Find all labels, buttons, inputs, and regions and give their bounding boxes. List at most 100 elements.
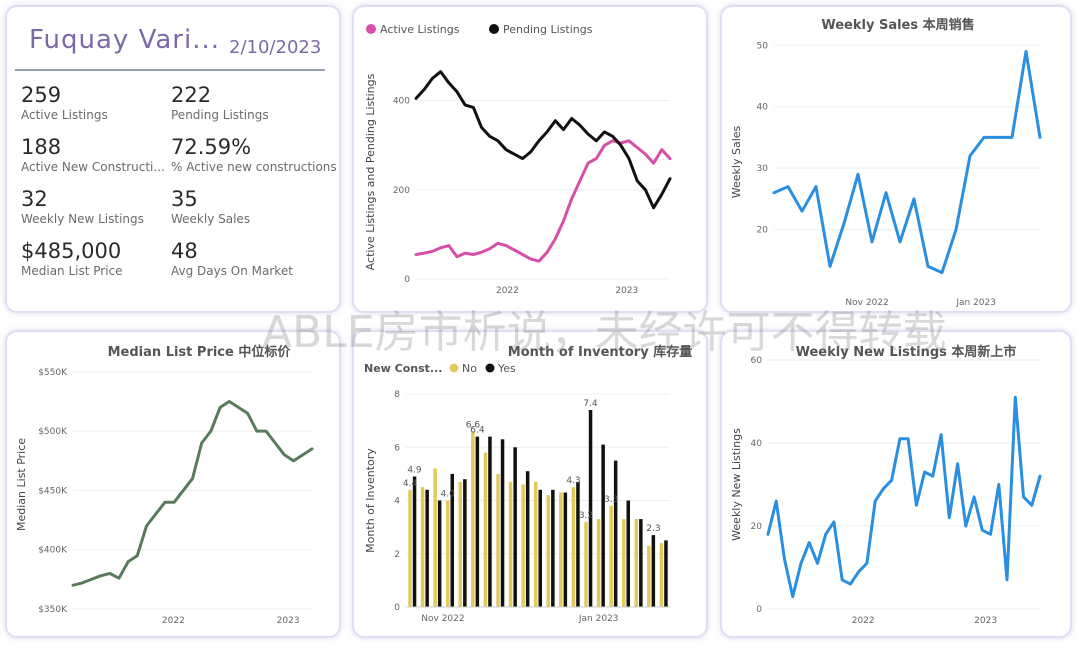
y-axis-label: Active Listings and Pending Listings [364, 73, 377, 270]
bar-yes [513, 447, 517, 608]
bar-no [471, 431, 475, 607]
new-listings-chart-card[interactable]: Weekly New Listings 本周新上市 0 20 40 60 2022 2023… [720, 330, 1072, 638]
bar-no [433, 468, 437, 607]
bar-no [458, 481, 462, 607]
kpi-active-listings[interactable]: 259 Active Listings [21, 83, 108, 123]
x-tick-label: 2022 [852, 616, 875, 626]
weekly-sales-chart-card[interactable]: Weekly Sales 本周销售 20 30 40 50 Nov 2022 Jan 202… [720, 5, 1072, 313]
bar-no [647, 545, 651, 607]
data-label: 6.6 [466, 420, 481, 430]
inventory-chart[interactable]: Month of Inventory 库存量 0 2 4 6 8 Nov 2022 Jan 2… [354, 332, 708, 638]
market-title[interactable]: Fuquay Vari... [29, 25, 220, 55]
kpi-pct-new-construction[interactable]: 72.59% % Active new constructions [171, 135, 337, 175]
kpi-active-new-construction[interactable]: 188 Active New Constructi... [21, 135, 165, 175]
x-tick-label: Nov 2022 [421, 614, 464, 624]
chart-title: Weekly New Listings 本周新上市 [796, 344, 1017, 360]
kpi-value: $485,000 [21, 239, 122, 263]
data-label: 4.9 [407, 466, 422, 476]
legend-label: No [462, 362, 477, 375]
kpi-value: 222 [171, 83, 212, 107]
kpi-weekly-sales[interactable]: 35 Weekly Sales [171, 187, 250, 227]
y-axis-label: Weekly Sales [730, 125, 743, 198]
bar-no [521, 484, 525, 607]
y-tick-label: 30 [757, 164, 769, 174]
bar-no [571, 487, 576, 607]
bar-no [496, 473, 500, 607]
y-tick-label: 60 [751, 356, 763, 366]
data-label: 3.2 [579, 511, 593, 521]
bar-yes [500, 439, 505, 607]
y-tick-label: 0 [394, 603, 400, 613]
y-tick-label: 50 [757, 41, 769, 51]
bar-yes [412, 476, 417, 607]
median-price-chart[interactable]: Median List Price 中位标价 $350K $400K $450K $50… [7, 332, 341, 638]
kpi-value: 32 [21, 187, 48, 211]
kpi-label: % Active new constructions [171, 160, 337, 174]
kpi-value: 188 [21, 135, 62, 159]
series-line-weekly-new-listings [766, 395, 1042, 599]
bar-yes [463, 479, 467, 607]
x-tick-label: 2023 [615, 286, 638, 296]
bar-yes [563, 492, 568, 607]
listings-chart-card[interactable]: 0 200 400 2022 2023 Active Listings and Pendi… [352, 5, 708, 313]
bar-no [408, 489, 412, 607]
bar-no [508, 481, 513, 607]
bar-no [446, 500, 450, 607]
bar-yes [613, 460, 618, 607]
kpi-label: Median List Price [21, 264, 123, 278]
bar-yes [626, 500, 630, 607]
legend-label: Active Listings [380, 23, 460, 36]
x-tick-label: 2022 [162, 616, 185, 626]
bar-yes [601, 444, 605, 607]
kpi-avg-days-on-market[interactable]: 48 Avg Days On Market [171, 239, 293, 279]
title-divider [15, 69, 325, 71]
bar-yes [576, 481, 580, 607]
y-tick-label: $500K [38, 427, 68, 437]
kpi-pending-listings[interactable]: 222 Pending Listings [171, 83, 269, 123]
kpi-label: Active New Constructi... [21, 160, 165, 174]
legend-marker [366, 24, 376, 34]
y-axis-label: Weekly New Listings [730, 428, 743, 541]
listings-chart[interactable]: 0 200 400 2022 2023 Active Listings and Pendi… [354, 7, 708, 313]
new-listings-chart[interactable]: Weekly New Listings 本周新上市 0 20 40 60 2022 2023… [722, 332, 1072, 638]
chart-title: Month of Inventory 库存量 [508, 344, 692, 360]
series-line-weekly-sales [772, 49, 1042, 275]
kpi-weekly-new-listings[interactable]: 32 Weekly New Listings [21, 187, 144, 227]
bar-yes [551, 489, 555, 607]
data-label: 4.4 [403, 479, 418, 489]
kpi-value: 48 [171, 239, 198, 263]
y-axis-label: Month of Inventory [364, 448, 377, 553]
data-label: 2.3 [646, 524, 660, 534]
y-tick-label: 400 [393, 97, 410, 107]
y-tick-label: $450K [38, 486, 68, 496]
bar-yes [651, 535, 656, 607]
bar-yes [639, 519, 643, 607]
kpi-median-list-price[interactable]: $485,000 Median List Price [21, 239, 123, 279]
y-tick-label: 6 [394, 443, 400, 453]
bar-yes [588, 410, 593, 607]
bar-yes [525, 471, 530, 607]
kpi-label: Weekly Sales [171, 212, 251, 226]
y-tick-label: 0 [756, 605, 762, 615]
inventory-chart-card[interactable]: Month of Inventory 库存量 0 2 4 6 8 Nov 2022 Jan 2… [352, 330, 708, 638]
bar-no [584, 521, 588, 607]
bar-yes [425, 489, 429, 607]
bar-yes [488, 436, 492, 607]
legend-marker [449, 363, 459, 373]
bar-no [659, 543, 664, 607]
median-price-chart-card[interactable]: Median List Price 中位标价 $350K $400K $450K $50… [5, 330, 341, 638]
data-label: 3.3 [604, 495, 618, 505]
bar-no [596, 519, 601, 607]
kpi-label: Weekly New Listings [21, 212, 144, 226]
kpi-value: 259 [21, 83, 62, 107]
bar-no [483, 452, 488, 607]
y-tick-label: $350K [38, 605, 68, 615]
y-tick-label: 20 [757, 226, 769, 236]
weekly-sales-chart[interactable]: Weekly Sales 本周销售 20 30 40 50 Nov 2022 Jan 202… [722, 7, 1072, 313]
y-tick-label: $400K [38, 546, 68, 556]
bar-no [609, 505, 613, 607]
y-tick-label: 40 [757, 103, 769, 113]
y-tick-label: 200 [393, 186, 410, 196]
bar-no [546, 495, 550, 607]
y-axis-label: Median List Price [15, 438, 28, 531]
